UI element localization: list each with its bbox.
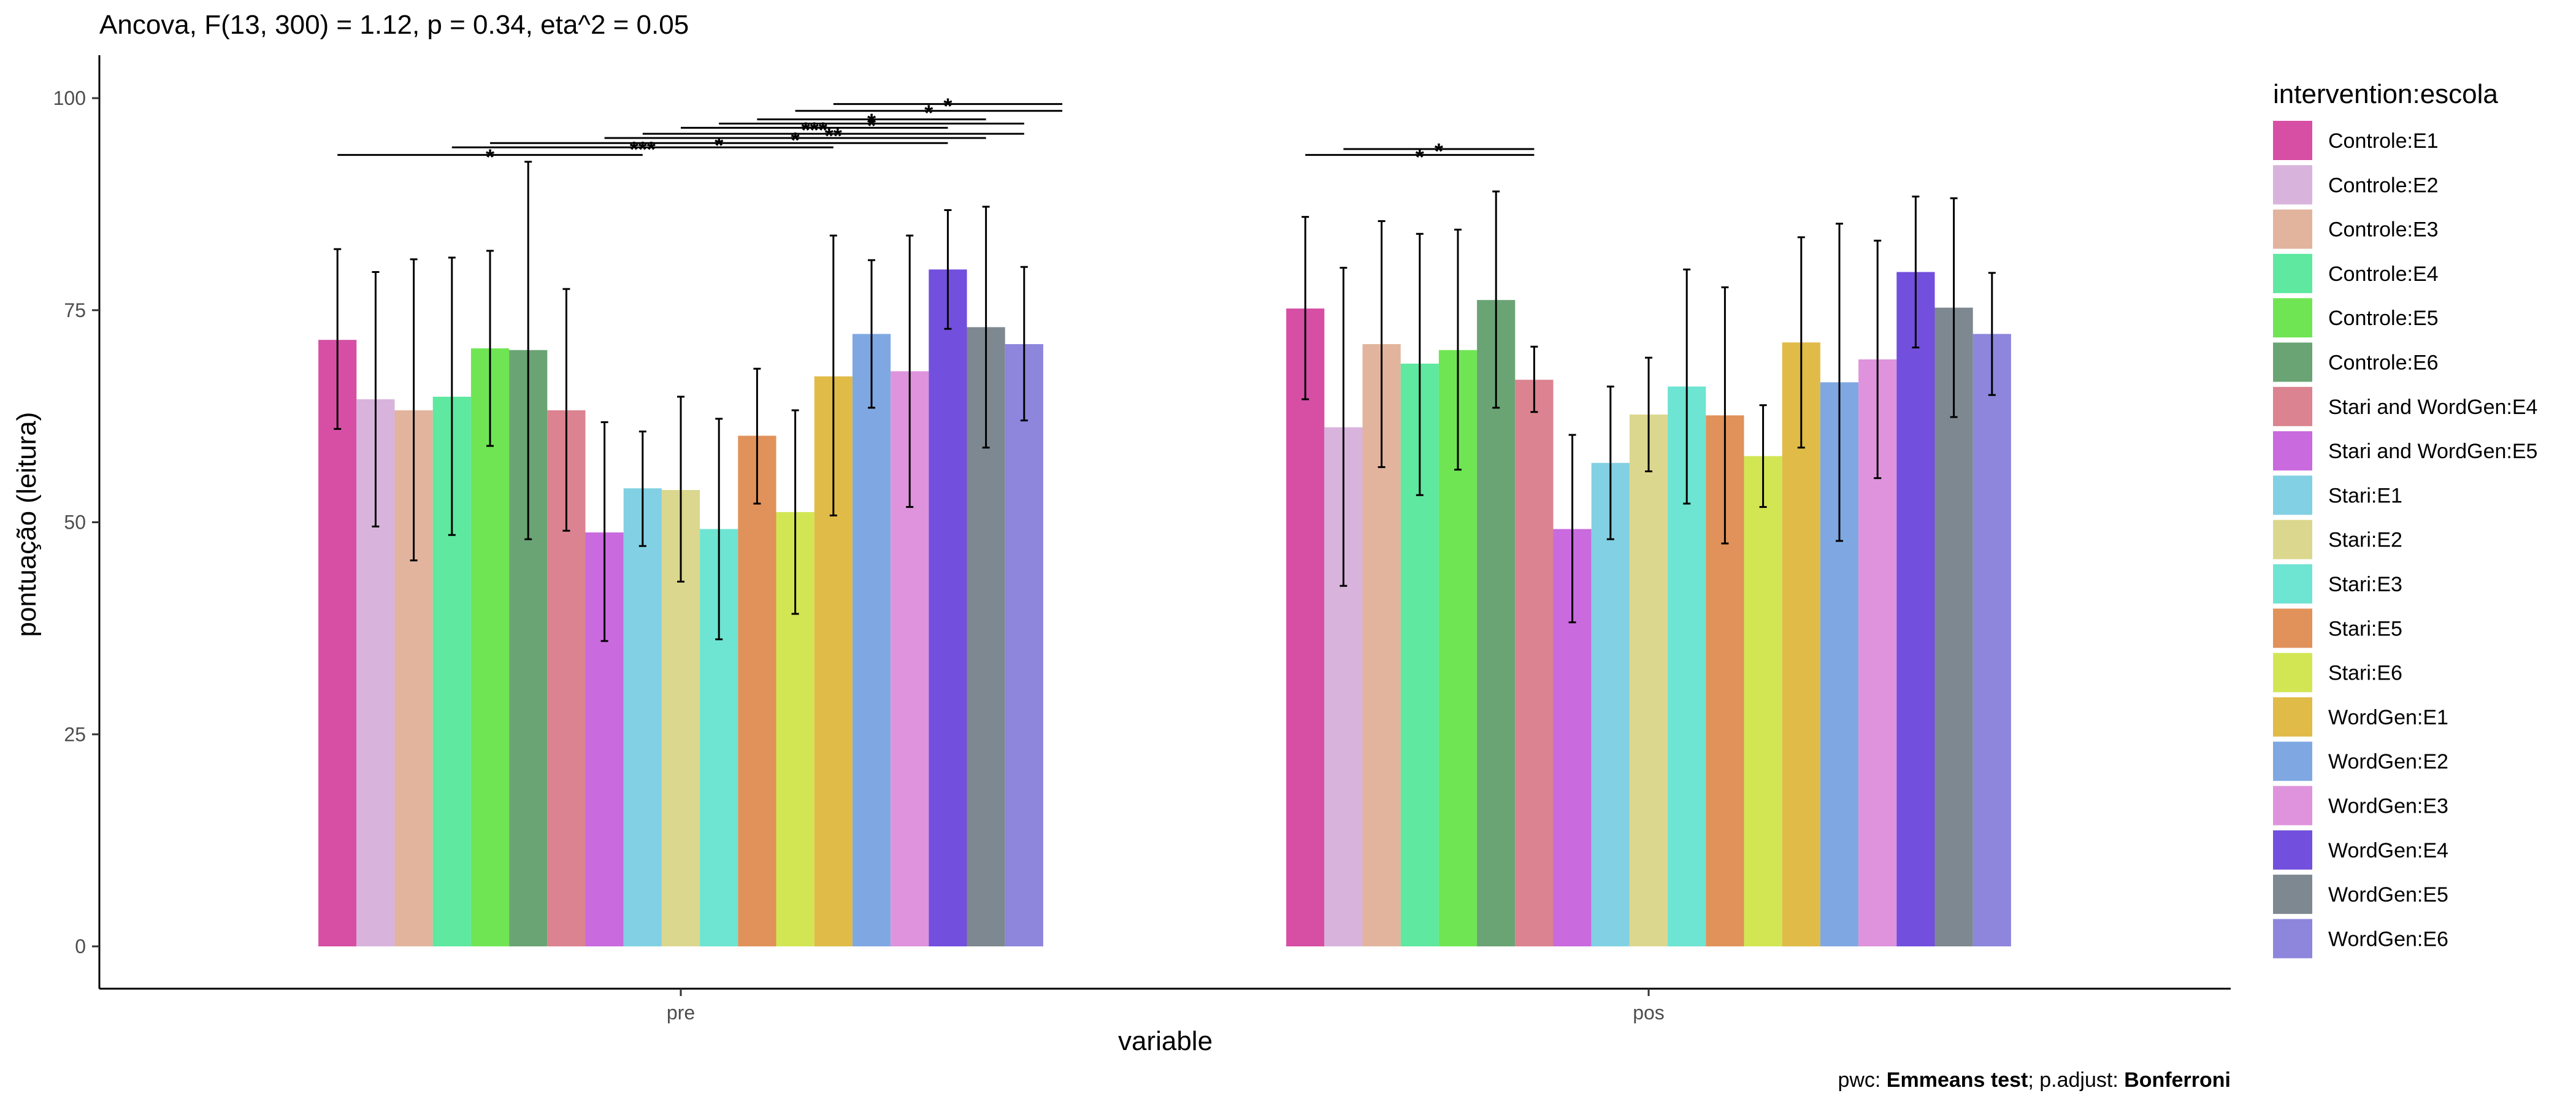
y-tick-label: 75 (64, 299, 86, 321)
legend-key-0 (2273, 121, 2312, 160)
legend-label-2: Controle:E3 (2328, 218, 2439, 242)
legend-key-9 (2273, 519, 2312, 559)
significance-label: * (1435, 139, 1443, 164)
legend-items: Controle:E1 Controle:E2 Controle:E3 Control… (2273, 121, 2537, 959)
legend-key-17 (2273, 875, 2312, 914)
chart-title: Ancova, F(13, 300) = 1.12, p = 0.34, eta… (99, 10, 689, 40)
legend-key-12 (2273, 653, 2312, 692)
legend-label-18: WordGen:E6 (2328, 927, 2448, 951)
x-axis-title: variable (1118, 1026, 1213, 1056)
legend-label-8: Stari:E1 (2328, 484, 2402, 507)
legend-label-7: Stari and WordGen:E5 (2328, 440, 2537, 463)
significance-label: * (867, 109, 876, 134)
y-tick-label: 100 (53, 87, 86, 109)
legend-label-6: Stari and WordGen:E4 (2328, 396, 2537, 419)
legend-key-10 (2273, 564, 2312, 604)
legend-key-14 (2273, 742, 2312, 781)
legend-label-4: Controle:E5 (2328, 307, 2439, 330)
bar-pos-9 (1629, 414, 1668, 946)
legend-key-5 (2273, 342, 2312, 382)
bar-pre-18 (1005, 344, 1043, 946)
legend-label-1: Controle:E2 (2328, 174, 2439, 197)
bars (318, 269, 2011, 947)
legend-key-15 (2273, 786, 2312, 826)
y-tick-label: 0 (75, 935, 86, 957)
legend-key-11 (2273, 608, 2312, 648)
x-tick-label-pre: pre (667, 1002, 695, 1024)
caption-adjust: Bonferroni (2124, 1068, 2231, 1092)
caption: pwc: Emmeans test; p.adjust: Bonferroni (1838, 1068, 2231, 1092)
bar-pre-4 (470, 348, 510, 946)
legend-key-16 (2273, 830, 2312, 870)
significance-label: * (791, 128, 800, 153)
legend-label-3: Controle:E4 (2328, 263, 2439, 286)
legend-label-10: Stari:E3 (2328, 573, 2402, 596)
legend-key-18 (2273, 919, 2312, 959)
legend-key-4 (2273, 298, 2312, 338)
legend-title: intervention:escola (2273, 79, 2498, 109)
legend-key-13 (2273, 697, 2312, 737)
legend-key-2 (2273, 209, 2312, 249)
significance-label: *** (802, 117, 827, 142)
bar-pre-8 (623, 488, 662, 946)
y-axis-title: pontuação (leitura) (12, 412, 42, 637)
significance-label: * (1416, 145, 1424, 170)
x-tick-label-pos: pos (1633, 1002, 1665, 1024)
bar-pre-0 (318, 340, 357, 946)
bar-pos-12 (1744, 456, 1782, 946)
legend-key-3 (2273, 253, 2312, 293)
x-axis: pre pos (99, 987, 2231, 1024)
significance-label: * (943, 94, 952, 119)
bar-pos-8 (1591, 462, 1630, 946)
legend-label-5: Controle:E6 (2328, 351, 2439, 375)
legend-label-12: Stari:E6 (2328, 662, 2402, 685)
caption-prefix: pwc: (1838, 1068, 1886, 1092)
legend-label-17: WordGen:E5 (2328, 883, 2448, 907)
legend-key-1 (2273, 165, 2312, 205)
caption-middle: ; p.adjust: (2028, 1068, 2124, 1092)
significance-brackets: * *** * * ***** ** * ** * (337, 94, 1535, 170)
legend-label-0: Controle:E1 (2328, 129, 2439, 153)
bar-pos-0 (1286, 308, 1325, 946)
legend-label-16: WordGen:E4 (2328, 839, 2448, 862)
legend: intervention:escola Controle:E1Controle:… (2273, 79, 2537, 959)
bar-pre-11 (738, 435, 776, 946)
y-tick-label: 50 (64, 512, 86, 534)
bar-pre-16 (929, 269, 967, 947)
legend-label-13: WordGen:E1 (2328, 706, 2448, 729)
legend-label-15: WordGen:E3 (2328, 795, 2448, 818)
legend-key-6 (2273, 386, 2312, 426)
bar-pre-14 (852, 334, 891, 946)
significance-label: * (486, 145, 494, 170)
bar-pos-16 (1896, 272, 1935, 946)
error-bars (334, 161, 1996, 642)
y-axis: 0 25 50 75 100 (53, 55, 101, 989)
y-tick-label: 25 (64, 723, 86, 745)
legend-key-8 (2273, 475, 2312, 515)
legend-label-14: WordGen:E2 (2328, 750, 2448, 773)
significance-label: *** (630, 137, 656, 162)
legend-key-7 (2273, 431, 2312, 471)
bar-pos-18 (1972, 334, 2011, 946)
caption-method: Emmeans test (1887, 1068, 2028, 1092)
legend-label-9: Stari:E2 (2328, 529, 2402, 552)
significance-label: * (924, 101, 933, 126)
legend-label-11: Stari:E5 (2328, 617, 2402, 640)
significance-label: * (715, 132, 723, 158)
bar-pos-6 (1515, 380, 1554, 946)
